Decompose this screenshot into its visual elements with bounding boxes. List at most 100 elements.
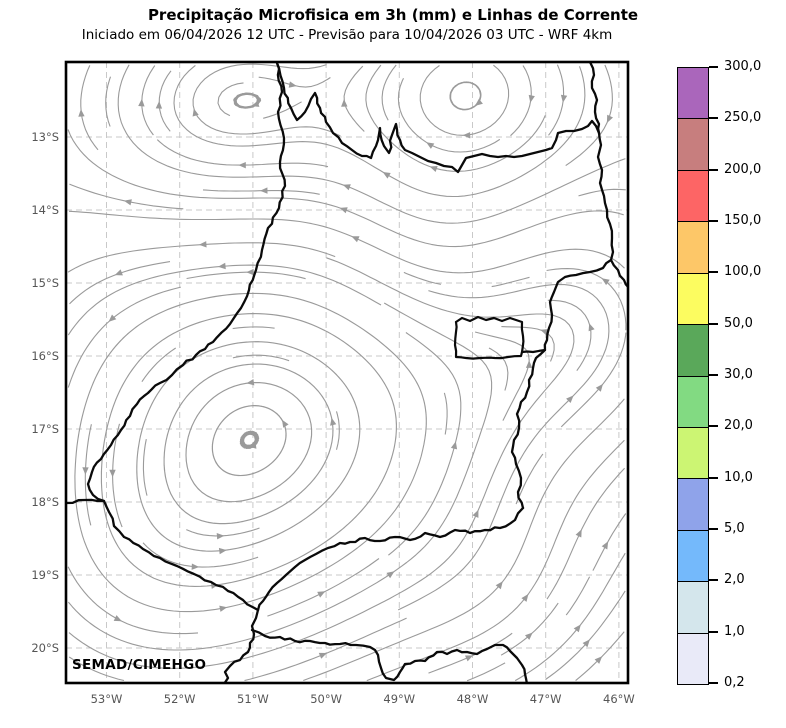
streamline-arrow-icon [573,624,581,633]
lon-tick-label: 53°W [90,692,123,706]
lon-tick-label: 52°W [163,692,196,706]
streamline [267,558,380,617]
colorbar-tick-label: 2,0 [724,572,745,588]
streamline [575,631,625,682]
streamline [69,183,184,210]
colorbar-segment [678,119,708,171]
lat-tick-label: 20°S [31,641,59,655]
streamline-arrow-icon [282,419,289,428]
streamline-arrow-icon [472,509,479,518]
streamline [80,65,99,151]
streamline-arrow-icon [251,100,260,107]
streamline-arrow-icon [218,262,226,270]
colorbar-segment [678,170,708,223]
streamline [343,65,365,132]
colorbar-tick [709,271,718,274]
colorbar-tick [709,425,718,428]
state-boundary [256,506,525,612]
streamline [560,332,627,428]
figure-title: Precipitação Microfisica em 3h (mm) e Li… [147,6,639,24]
colorbar-tick-label: 1,0 [724,623,745,639]
streamline [141,347,177,383]
colorbar-segment [678,582,708,634]
state-boundary [609,258,628,289]
streamline-arrow-icon [351,236,360,243]
streamline [397,283,610,611]
agency-watermark: SEMAD/CIMEHGO [72,657,207,673]
streamline [403,271,442,285]
streamline [335,411,340,450]
streamline [67,264,382,336]
streamline-arrow-icon [341,99,348,107]
state-boundary [223,608,260,683]
streamline [68,656,125,682]
colorbar-tick [709,682,718,684]
streamlines-layer [67,63,627,682]
colorbar-tick [709,630,718,633]
streamline-arrow-icon [601,541,609,550]
streamline-arrow-icon [123,199,132,206]
colorbar-tick [709,168,718,171]
state-boundary [66,498,106,505]
streamline [547,299,592,372]
colorbar-segment [678,68,708,120]
streamline [592,513,627,571]
streamline-arrow-icon [528,94,535,103]
lat-tick-label: 13°S [31,130,59,144]
streamline [510,65,532,137]
streamline-arrow-icon [560,94,568,103]
streamline [548,64,565,136]
streamline [443,392,448,435]
colorbar-tick-label: 20,0 [724,418,753,434]
lon-tick-label: 46°W [603,692,635,706]
colorbar-tick [709,374,718,376]
lon-tick-label: 47°W [529,692,562,706]
streamline-arrow-icon [595,383,603,392]
streamline [515,453,544,505]
state-boundary [86,62,287,612]
streamline-arrow-icon [330,417,337,426]
streamline [303,398,625,682]
streamline [501,326,555,362]
map-frame [64,60,630,685]
streamline-arrow-icon [525,360,533,368]
streamline [397,78,501,153]
state-boundary [510,62,615,510]
streamline [449,81,482,111]
colorbar-segment [678,427,708,480]
streamline [546,268,627,331]
lon-tick-label: 48°W [456,692,489,706]
streamline [185,382,313,503]
colorbar-tick [709,528,718,530]
streamline-arrow-icon [108,314,117,322]
streamline-arrow-icon [495,581,503,590]
streamline [565,576,591,616]
lat-tick-label: 14°S [31,203,59,217]
streamline [217,82,244,117]
streamline-arrow-icon [78,109,85,117]
lat-tick-label: 15°S [31,276,59,290]
streamline [474,331,530,421]
streamline-arrow-icon [218,547,227,555]
streamline-arrow-icon [260,187,268,194]
colorbar-segment [678,376,708,428]
streamline-arrow-icon [317,591,326,598]
streamline [211,405,287,477]
state-boundary [520,348,547,354]
graticule-grid [66,62,628,683]
streamline [232,326,275,330]
streamline [156,139,329,168]
streamline [232,354,290,362]
streamline [142,542,259,568]
streamline-arrow-icon [288,81,297,88]
streamline [488,347,509,391]
colorbar-tick-label: 10,0 [724,469,753,485]
streamline [388,332,462,556]
streamline-arrow-icon [191,563,200,570]
streamline-arrow-icon [318,652,327,659]
streamline-arrow-icon [113,615,122,622]
streamline-arrow-icon [525,632,533,640]
streamline [141,65,156,136]
colorbar-segment [678,273,708,326]
